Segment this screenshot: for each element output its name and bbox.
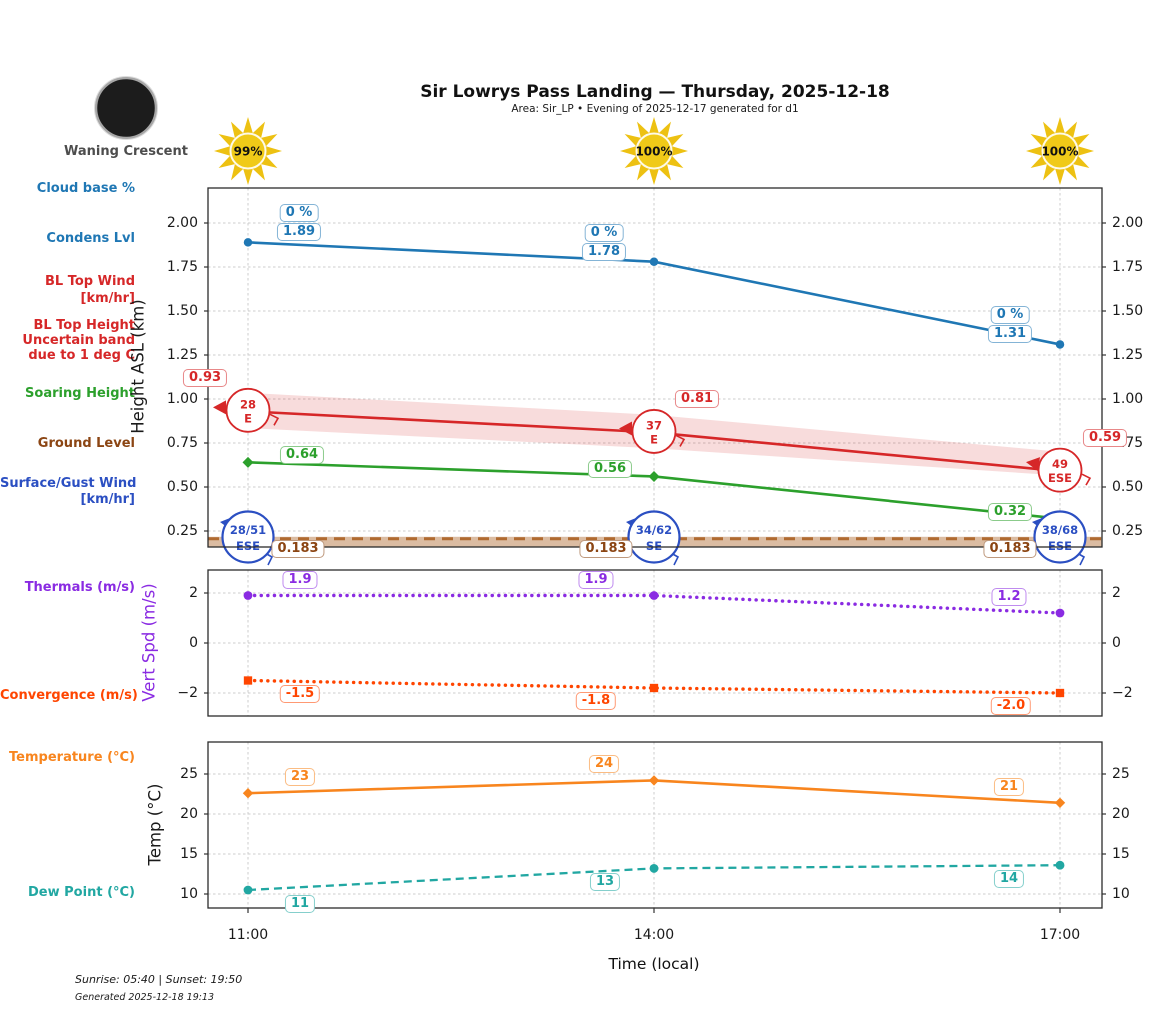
label-bl-top-height-2: Uncertain band <box>22 333 135 348</box>
wind-dir-bl-top: E <box>244 411 252 425</box>
wind-dir-surface: SE <box>646 539 662 553</box>
label-surface-gust-wind-units: [km/hr] <box>80 492 136 507</box>
wind-speed-bl-top: 37 <box>646 418 662 432</box>
label-bl-top-height-3: due to 1 deg C <box>28 348 135 363</box>
x-axis-label: Time (local) <box>608 955 700 973</box>
plot-border <box>207 187 1103 548</box>
data-point-marker <box>243 591 253 600</box>
data-point-marker <box>649 863 659 873</box>
moon-icon <box>94 76 158 140</box>
y-axis-label-vert-spd: Vert Spd (m/s) <box>139 583 159 702</box>
sun-coverage-label: 100% <box>635 145 672 159</box>
sun-icon-center <box>229 132 267 170</box>
label-convergence: Convergence (m/s) <box>0 688 138 703</box>
wind-marker-bl-top <box>225 387 271 433</box>
label-cloud-base: Cloud base % <box>36 181 135 196</box>
wind-dir-bl-top: ESE <box>1048 471 1072 485</box>
y-axis-label-temp: Temp (°C) <box>145 783 165 866</box>
sun-coverage-label: 99% <box>234 145 263 159</box>
data-point-marker <box>243 238 253 247</box>
page-title: Sir Lowrys Pass Landing — Thursday, 2025… <box>420 82 890 102</box>
label-surface-gust-wind: Surface/Gust Wind <box>0 476 137 491</box>
wind-speed-bl-top: 49 <box>1052 457 1068 471</box>
wind-speed-surface: 38/68 <box>1042 523 1078 537</box>
sun-icon-center <box>635 132 673 170</box>
label-temperature: Temperature (°C) <box>9 750 135 765</box>
wind-speed-bl-top: 28 <box>240 397 256 411</box>
wind-direction-arrow <box>213 400 226 415</box>
y-axis-label-height: Height ASL (km) <box>128 299 148 434</box>
label-condens-lvl: Condens Lvl <box>46 231 135 246</box>
wind-direction-arrow <box>1026 457 1040 472</box>
moon-phase-label: Waning Crescent <box>64 144 188 159</box>
label-bl-top-height: BL Top Height <box>33 318 135 333</box>
sunrise-sunset-note: Sunrise: 05:40 | Sunset: 19:50 <box>75 973 243 986</box>
wind-marker-surface <box>221 510 275 564</box>
data-point-marker <box>243 676 253 685</box>
label-ground-level: Ground Level <box>37 436 135 451</box>
data-point-marker <box>1055 608 1065 618</box>
data-point-marker <box>1054 797 1066 808</box>
wind-marker-surface <box>627 510 681 564</box>
data-point-marker <box>1055 860 1065 870</box>
sun-icon-center <box>1041 132 1079 170</box>
label-thermals: Thermals (m/s) <box>24 580 135 595</box>
data-point-marker <box>1055 340 1065 349</box>
data-point-marker <box>242 788 254 799</box>
generated-timestamp: Generated 2025-12-18 19:13 <box>75 992 215 1003</box>
data-point-marker <box>242 456 254 468</box>
data-point-marker <box>649 257 659 266</box>
data-point-marker <box>648 775 660 786</box>
wind-marker-bl-top <box>1037 447 1083 493</box>
wind-arrow-tail <box>269 413 280 426</box>
label-bl-top-wind-units: [km/hr] <box>80 291 136 306</box>
plot-border <box>207 569 1103 717</box>
wind-arrow-tail <box>675 434 686 447</box>
wind-arrow-tail <box>1081 473 1092 486</box>
sun-coverage-label: 100% <box>1041 145 1078 159</box>
label-bl-top-wind: BL Top Wind <box>45 274 135 289</box>
wind-marker-surface <box>1033 510 1087 564</box>
wind-direction-arrow <box>619 421 632 436</box>
data-point-marker <box>649 591 659 600</box>
wind-dir-surface: ESE <box>236 539 260 553</box>
wind-dir-surface: ESE <box>1048 539 1072 553</box>
page-subtitle: Area: Sir_LP • Evening of 2025-12-17 gen… <box>511 103 799 115</box>
data-point-marker <box>649 683 659 693</box>
data-point-marker <box>648 470 660 482</box>
wind-speed-surface: 34/62 <box>636 523 672 537</box>
data-point-marker <box>243 885 253 895</box>
wind-dir-bl-top: E <box>650 432 658 446</box>
label-soaring-height: Soaring Height <box>25 386 135 401</box>
data-point-marker <box>1055 688 1065 698</box>
plot-border <box>207 741 1103 909</box>
wind-speed-surface: 28/51 <box>230 523 266 537</box>
label-dew-point: Dew Point (°C) <box>28 885 135 900</box>
wind-marker-bl-top <box>631 409 677 454</box>
